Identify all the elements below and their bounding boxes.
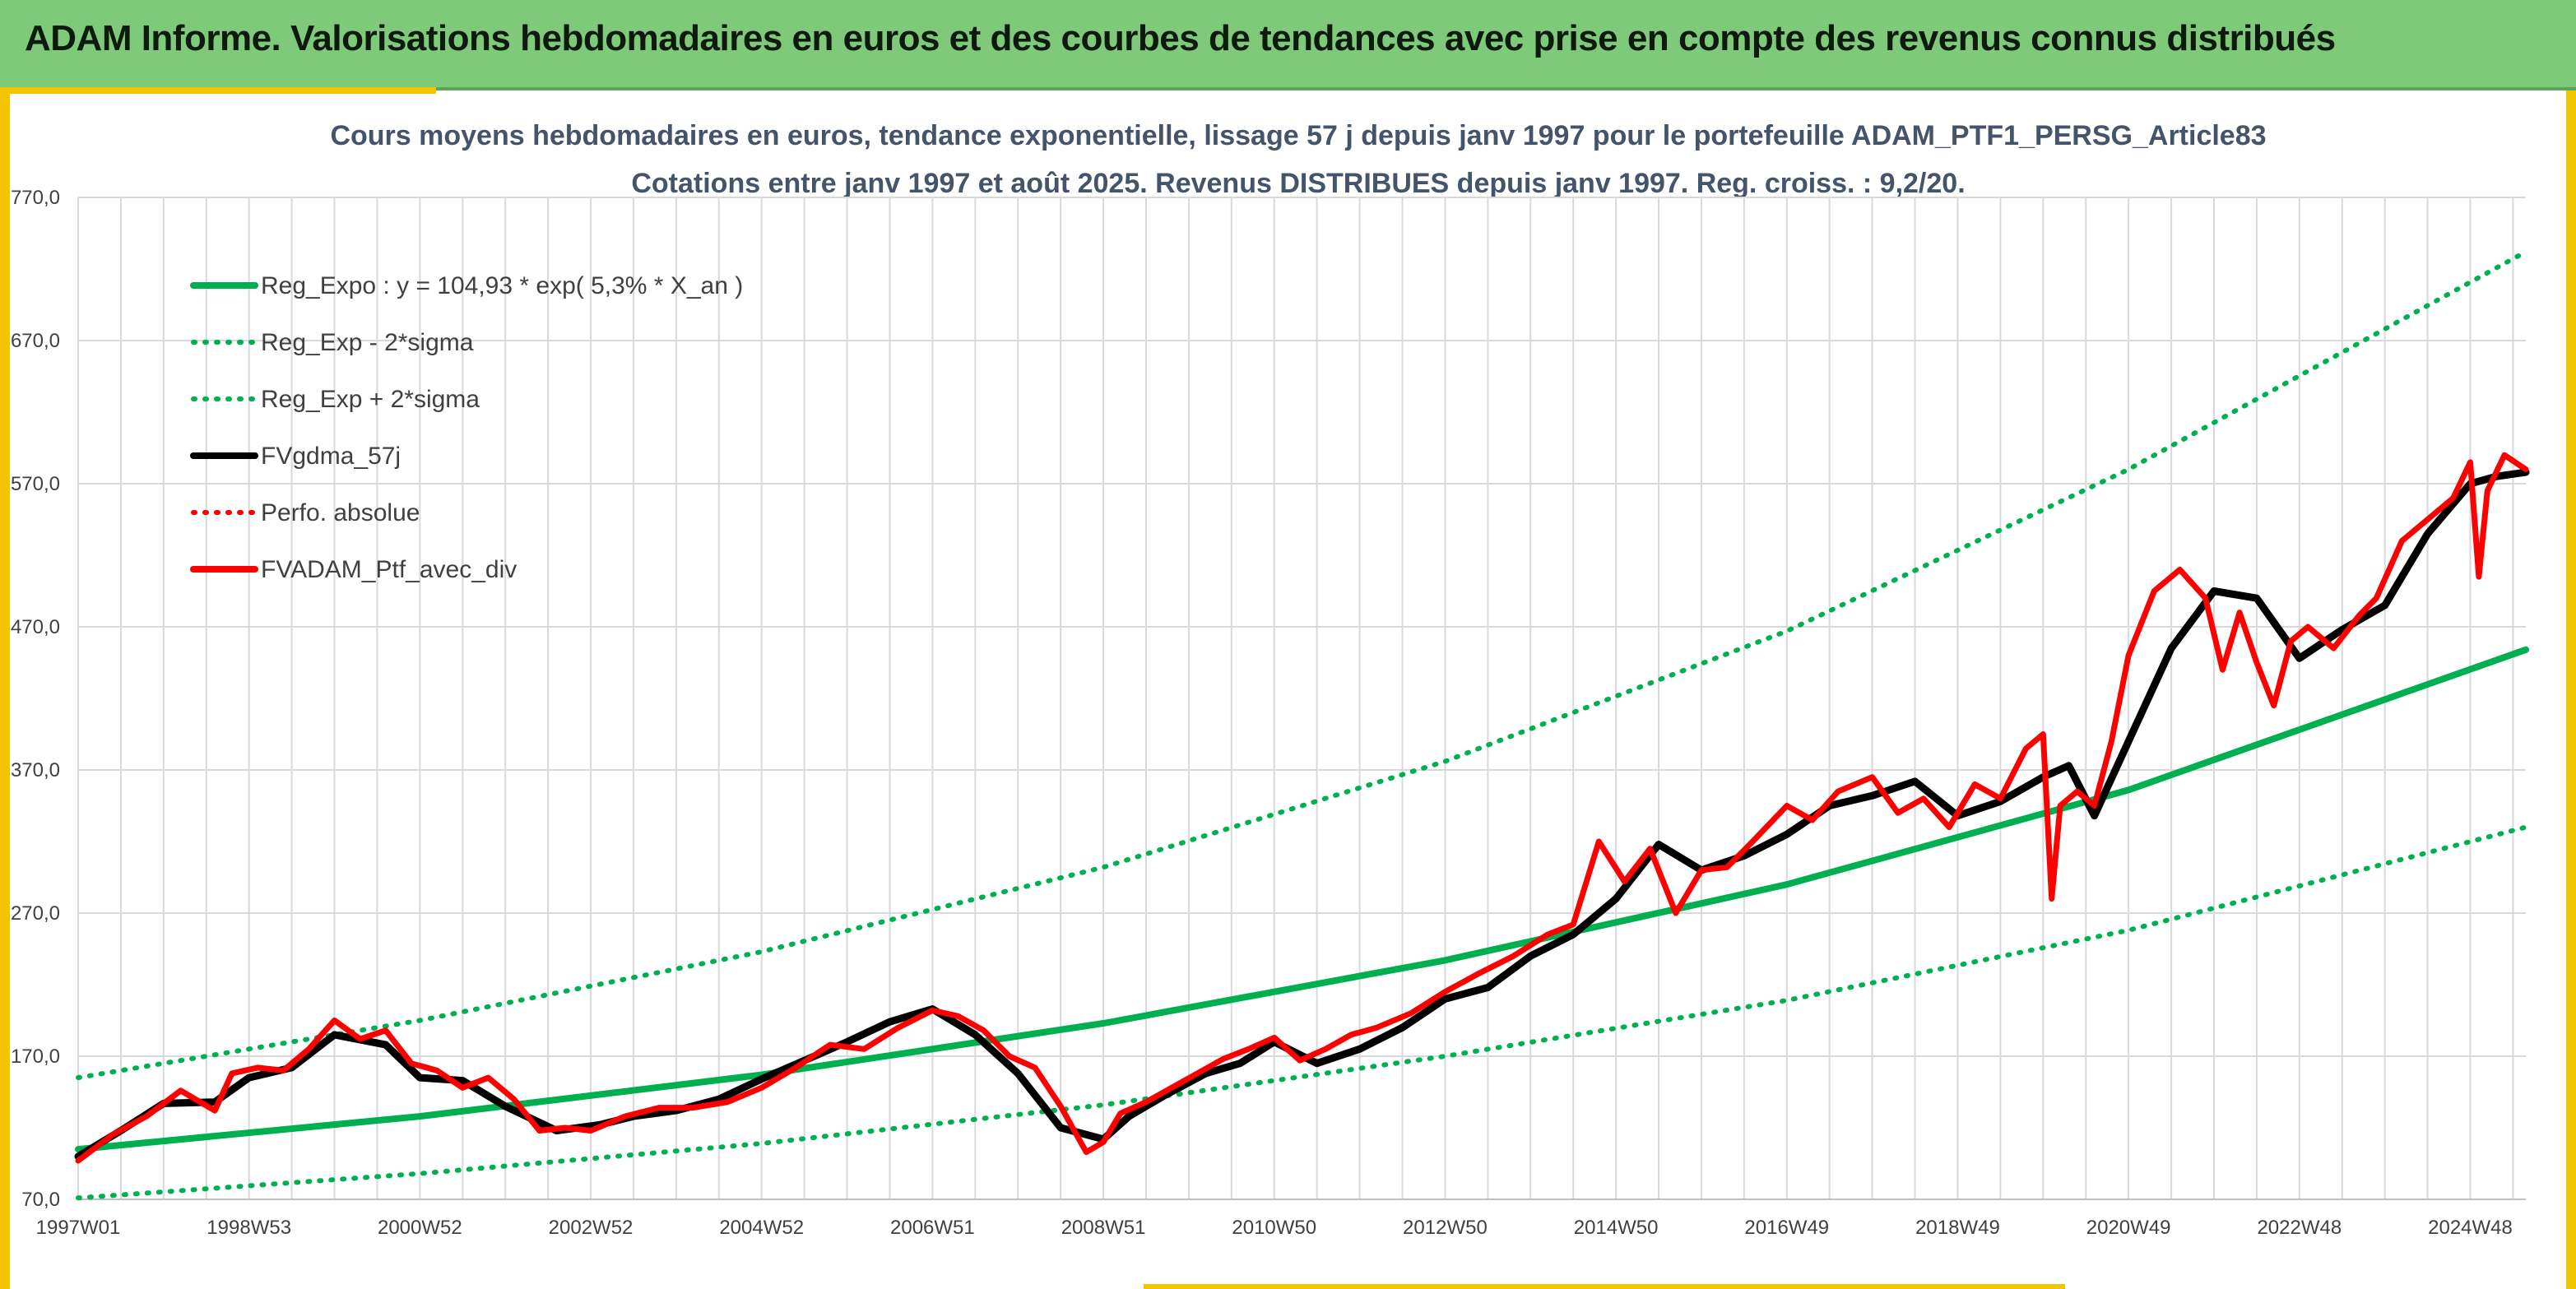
legend-label: FVgdma_57j [261,443,401,470]
legend-label: Reg_Exp + 2*sigma [261,386,480,413]
gridlines [77,197,2526,1200]
x-tick-label: 2000W52 [378,1217,462,1239]
frame-accent-top [0,87,436,94]
x-tick-label: 2006W51 [890,1217,975,1239]
plot-area [74,249,2530,1201]
frame-border-left [0,90,10,1289]
x-tick-label: 1998W53 [207,1217,291,1239]
banner-title: ADAM Informe. Valorisations hebdomadaire… [25,18,2336,58]
series-line-3 [74,468,2530,1161]
axes: 70,0 170,0 270,0 370,0 470,0 570,0 670,0 770,0 1… [11,187,2526,1239]
chart-subtitle: Cotations entre janv 1997 et août 2025. … [631,168,1965,199]
x-tick-label: 2016W49 [1744,1217,1829,1239]
legend-label: Reg_Expo : y = 104,93 * exp( 5,3% * X_an… [261,272,743,299]
x-tick-label: 1997W01 [36,1217,121,1239]
x-tick-label: 2008W51 [1061,1217,1146,1239]
frame-border-bottom [1144,1284,2065,1289]
x-tick-label: 2024W48 [2428,1217,2513,1239]
legend-label: Perfo. absolue [261,499,420,526]
y-tick-label: 470,0 [11,616,60,638]
legend: Reg_Expo : y = 104,93 * exp( 5,3% * X_an… [190,272,743,583]
legend-label: FVADAM_Ptf_avec_div [261,556,517,583]
frame-border-right [2566,90,2576,1289]
x-tick-label: 2004W52 [719,1217,804,1239]
x-tick-label: 2002W52 [549,1217,634,1239]
y-tick-label: 370,0 [11,759,60,781]
series-line-0 [75,646,2529,1153]
x-tick-label: 2018W49 [1915,1217,2000,1239]
y-tick-label: 570,0 [11,473,60,495]
series-line-1 [76,824,2528,1201]
chart-title: Cours moyens hebdomadaires en euros, ten… [330,120,2266,151]
y-tick-label: 670,0 [11,330,60,352]
x-tick-label: 2012W50 [1403,1217,1488,1239]
y-tick-label: 70,0 [21,1189,60,1211]
x-tick-label: 2022W48 [2257,1217,2342,1239]
series-line-2 [76,249,2528,1081]
y-tick-label: 170,0 [11,1046,60,1068]
y-tick-label: 770,0 [11,187,60,209]
x-tick-label: 2020W49 [2086,1217,2171,1239]
series-line-5 [75,452,2529,1164]
x-tick-label: 2014W50 [1574,1217,1659,1239]
banner: ADAM Informe. Valorisations hebdomadaire… [0,0,2576,90]
x-tick-label: 2010W50 [1232,1217,1316,1239]
legend-label: Reg_Exp - 2*sigma [261,329,474,356]
y-tick-label: 270,0 [11,902,60,925]
